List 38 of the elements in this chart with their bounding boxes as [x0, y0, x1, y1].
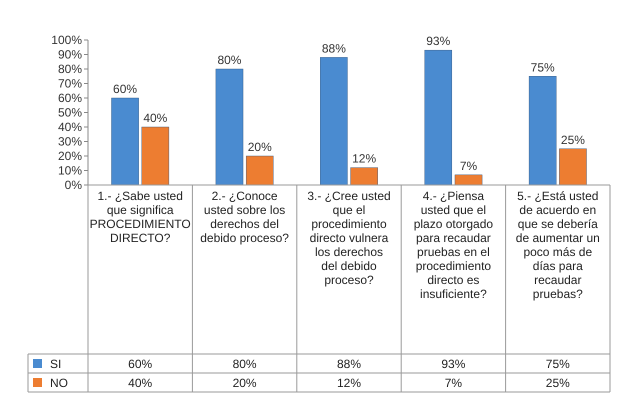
data-label: 40%	[128, 376, 153, 390]
text: 80%	[217, 53, 242, 67]
y-tick-label: 70%	[58, 76, 82, 91]
x-tick-label: 4.- ¿Piensa usted que el plazo otorgado para recaudar pruebas en el procedimiento directo es insuficiente?	[414, 189, 494, 301]
text: 75%	[530, 60, 555, 74]
x-tick-label: 2.- ¿Conoce usted sobre los derechos del debido proceso?	[200, 189, 290, 245]
y-tick-label: 0%	[64, 178, 82, 192]
legend-label: NO	[50, 376, 68, 390]
legend-label: SI	[50, 357, 62, 371]
x-tick-label: 1.- ¿Sabe usted que significa PROCEDIMIENTO DIRECTO?	[90, 189, 191, 245]
y-tick-label: 30%	[58, 134, 82, 149]
y-tick-label: 90%	[58, 48, 82, 62]
data-label: 12%	[336, 376, 362, 390]
y-tick-label: 60%	[58, 91, 82, 106]
y-tick-label: 40%	[58, 120, 82, 134]
data-label: 60%	[128, 357, 153, 371]
text: 40%	[143, 111, 168, 125]
y-tick-label: 20%	[58, 149, 82, 164]
text: 60%	[113, 82, 138, 96]
data-label: 75%	[546, 357, 570, 371]
text: 12%	[352, 152, 376, 166]
text: 25%	[560, 132, 585, 147]
text: 88%	[322, 41, 346, 56]
data-label: 80%	[232, 357, 257, 371]
y-tick-label: 100%	[51, 33, 82, 48]
data-label: 93%	[441, 357, 466, 371]
y-tick-label: 50%	[58, 106, 82, 120]
data-label: 20%	[232, 376, 257, 390]
text: 7%	[460, 158, 478, 173]
data-label: 7%	[444, 376, 462, 390]
text: 20%	[248, 140, 272, 154]
x-tick-label: 3.- ¿Cree usted que el procedimiento directo vulnera los derechos del debido proceso?	[307, 189, 391, 287]
data-label: 88%	[336, 357, 362, 371]
y-tick-label: 80%	[58, 62, 82, 76]
x-tick-label: 5.- ¿Está usted de acuerdo en que se debería de aumentar un poco más de días para recaudar pruebas?	[516, 189, 600, 301]
y-tick-label: 10%	[58, 164, 82, 178]
data-label: 25%	[546, 376, 570, 390]
text: 93%	[426, 34, 450, 48]
